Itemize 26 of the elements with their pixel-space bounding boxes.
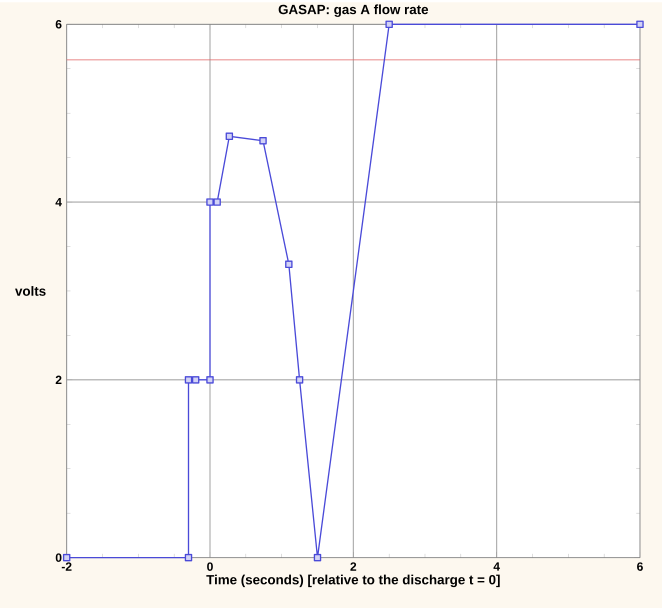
y-tick-label: 6 bbox=[56, 20, 62, 28]
point bbox=[285, 260, 293, 268]
x-tick-label: 6 bbox=[637, 562, 643, 571]
y-tick-label: 0 bbox=[56, 553, 62, 562]
x-tick-label: 0 bbox=[207, 562, 213, 571]
point bbox=[184, 554, 192, 562]
chart-title: GASAP: gas A flow rate bbox=[278, 4, 428, 17]
y-tick-label: 4 bbox=[55, 198, 62, 206]
point bbox=[296, 376, 304, 384]
point bbox=[226, 132, 234, 140]
point bbox=[62, 554, 70, 562]
point bbox=[385, 20, 393, 28]
x-tick-label: 4 bbox=[494, 562, 500, 570]
x-tick-label: -2 bbox=[62, 562, 72, 571]
y-axis-title: volts bbox=[15, 286, 46, 296]
point bbox=[259, 136, 267, 144]
point bbox=[314, 554, 322, 562]
y-tick-label: 2 bbox=[56, 376, 62, 384]
point bbox=[636, 20, 644, 28]
x-tick-label: 2 bbox=[350, 562, 356, 571]
x-axis-title: Time (seconds) [relative to the discharge t = 0] bbox=[206, 574, 500, 587]
point bbox=[184, 376, 192, 384]
point bbox=[192, 376, 200, 384]
point bbox=[213, 198, 221, 206]
point bbox=[206, 198, 214, 206]
point bbox=[206, 376, 214, 384]
